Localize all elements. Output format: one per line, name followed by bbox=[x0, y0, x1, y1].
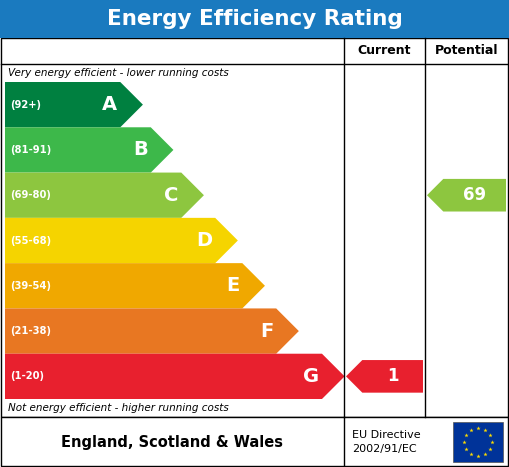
Polygon shape bbox=[346, 360, 423, 393]
Text: (39-54): (39-54) bbox=[10, 281, 51, 291]
Text: D: D bbox=[196, 231, 212, 250]
Polygon shape bbox=[5, 173, 204, 218]
Polygon shape bbox=[5, 127, 174, 173]
Text: (55-68): (55-68) bbox=[10, 235, 51, 246]
Text: Current: Current bbox=[358, 44, 411, 57]
Text: (1-20): (1-20) bbox=[10, 371, 44, 382]
Text: Potential: Potential bbox=[435, 44, 499, 57]
Text: (81-91): (81-91) bbox=[10, 145, 51, 155]
Text: G: G bbox=[303, 367, 319, 386]
Bar bbox=[1, 38, 508, 417]
Text: EU Directive: EU Directive bbox=[352, 430, 420, 440]
Polygon shape bbox=[5, 354, 345, 399]
Bar bbox=[453, 422, 503, 462]
Text: A: A bbox=[102, 95, 117, 114]
Text: Not energy efficient - higher running costs: Not energy efficient - higher running co… bbox=[8, 403, 229, 413]
Text: F: F bbox=[260, 322, 273, 340]
Text: 1: 1 bbox=[387, 368, 399, 385]
Bar bbox=[1, 417, 508, 466]
Polygon shape bbox=[427, 179, 506, 212]
Polygon shape bbox=[5, 263, 265, 308]
Text: England, Scotland & Wales: England, Scotland & Wales bbox=[61, 434, 283, 450]
Text: Energy Efficiency Rating: Energy Efficiency Rating bbox=[106, 9, 403, 29]
Text: (92+): (92+) bbox=[10, 99, 41, 110]
Text: 2002/91/EC: 2002/91/EC bbox=[352, 444, 417, 454]
Bar bbox=[0, 0, 509, 38]
Polygon shape bbox=[5, 218, 238, 263]
Text: B: B bbox=[133, 141, 148, 159]
Text: E: E bbox=[226, 276, 239, 295]
Polygon shape bbox=[5, 308, 299, 354]
Polygon shape bbox=[5, 82, 143, 127]
Text: C: C bbox=[164, 186, 178, 205]
Text: (69-80): (69-80) bbox=[10, 190, 51, 200]
Text: (21-38): (21-38) bbox=[10, 326, 51, 336]
Text: Very energy efficient - lower running costs: Very energy efficient - lower running co… bbox=[8, 68, 229, 78]
Text: 69: 69 bbox=[463, 186, 486, 204]
